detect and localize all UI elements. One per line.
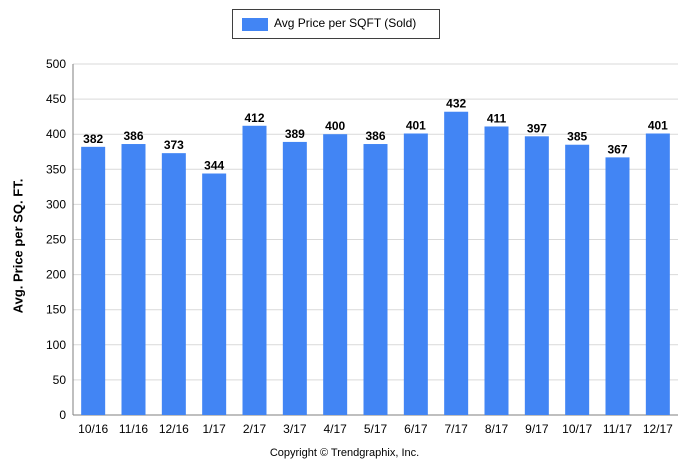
data-label: 412 [244, 111, 264, 125]
data-label: 344 [204, 159, 224, 173]
bar [121, 144, 146, 415]
x-tick-label: 8/17 [485, 422, 509, 436]
y-tick-label: 50 [53, 373, 67, 387]
x-tick-label: 10/16 [78, 422, 108, 436]
y-tick-label: 500 [46, 57, 66, 71]
bar [242, 125, 267, 415]
data-label: 389 [285, 127, 305, 141]
bar [444, 111, 469, 416]
y-tick-label: 250 [46, 233, 66, 247]
x-tick-label: 12/16 [159, 422, 189, 436]
bar [403, 133, 428, 416]
data-label: 385 [567, 130, 587, 144]
x-tick-label: 9/17 [525, 422, 549, 436]
data-label: 373 [164, 138, 184, 152]
x-tick-label: 4/17 [323, 422, 347, 436]
bar [524, 136, 549, 415]
data-label: 411 [487, 111, 507, 125]
x-tick-label: 6/17 [404, 422, 428, 436]
bar [565, 144, 590, 416]
y-tick-label: 350 [46, 162, 66, 176]
x-tick-label: 3/17 [283, 422, 307, 436]
data-label: 400 [325, 119, 345, 133]
bar [645, 133, 670, 416]
data-label: 432 [446, 97, 466, 111]
x-tick-label: 11/16 [119, 422, 148, 436]
legend-label: Avg Price per SQFT (Sold) [274, 16, 417, 30]
legend-swatch [242, 18, 268, 31]
data-label: 397 [527, 121, 547, 135]
bar [202, 173, 227, 415]
y-tick-label: 400 [46, 127, 66, 141]
x-tick-label: 10/17 [562, 422, 592, 436]
data-label: 386 [365, 129, 385, 143]
legend: Avg Price per SQFT (Sold) [232, 9, 440, 39]
bar [282, 141, 307, 415]
y-tick-label: 200 [46, 268, 66, 282]
bar [605, 157, 630, 415]
y-tick-label: 150 [46, 303, 66, 317]
bar [323, 134, 348, 415]
data-label: 401 [406, 118, 426, 132]
x-tick-label: 1/17 [202, 422, 226, 436]
x-tick-label: 12/17 [643, 422, 673, 436]
x-tick-label: 7/17 [444, 422, 468, 436]
data-label: 386 [123, 129, 143, 143]
bar [363, 144, 388, 415]
x-tick-label: 5/17 [364, 422, 388, 436]
y-tick-label: 450 [46, 92, 66, 106]
y-tick-label: 0 [59, 408, 66, 422]
data-label: 401 [648, 118, 668, 132]
x-tick-label: 11/17 [603, 422, 632, 436]
copyright-text: Copyright © Trendgraphix, Inc. [269, 447, 420, 459]
y-tick-label: 300 [46, 197, 66, 211]
bar [161, 153, 186, 416]
y-tick-label: 100 [46, 338, 66, 352]
data-label: 382 [83, 132, 103, 146]
bar [81, 146, 106, 415]
data-label: 367 [607, 142, 627, 156]
x-tick-label: 2/17 [243, 422, 267, 436]
bar [484, 126, 509, 415]
